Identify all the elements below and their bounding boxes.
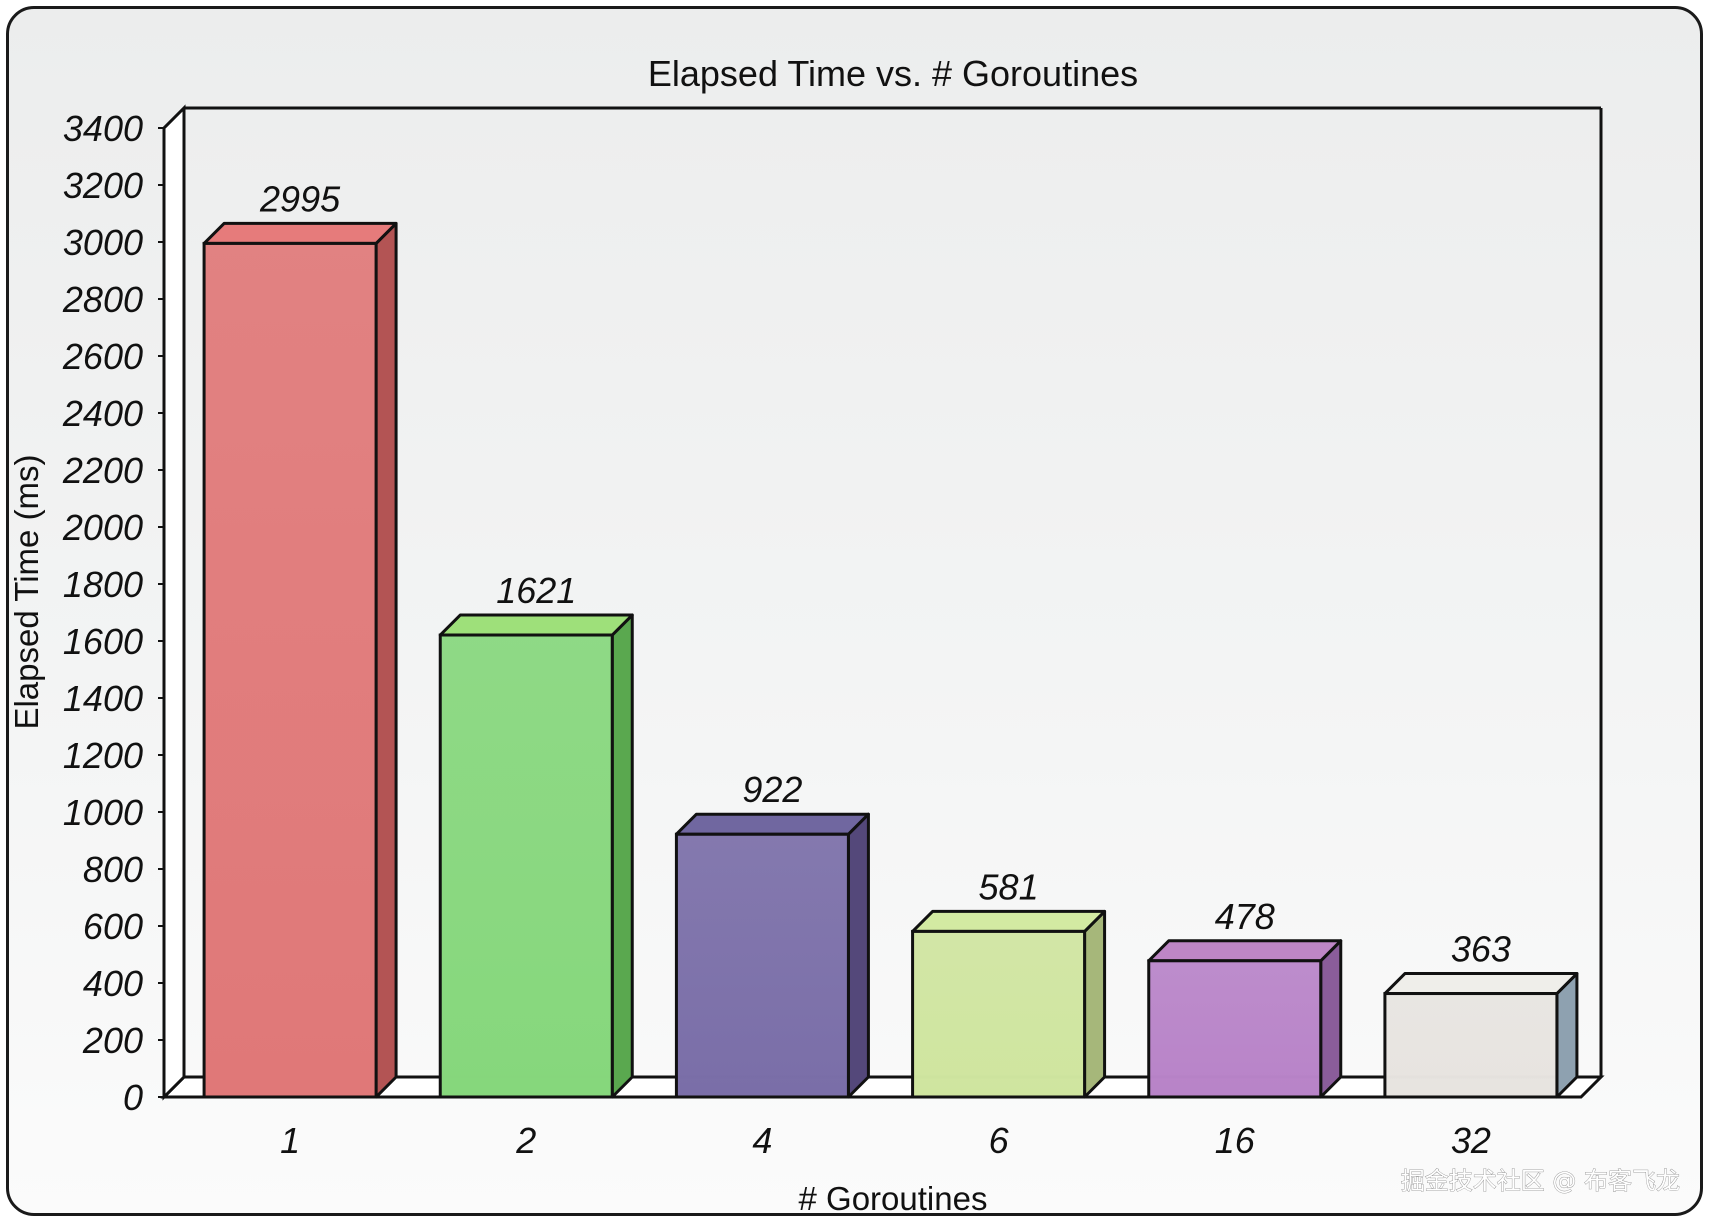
x-tick-label: 16 [1215, 1120, 1256, 1161]
y-tick-label: 2200 [62, 450, 143, 491]
y-tick-label: 1800 [63, 564, 143, 605]
bar-side [610, 613, 634, 1099]
y-axis-ticks: 0 200 400 600 800 1000 1200 1400 1600 1800 2000 220… [62, 108, 164, 1118]
y-tick-label: 2800 [62, 279, 143, 320]
x-tick-label: 2 [515, 1120, 536, 1161]
y-axis-label: Elapsed Time (ms) [8, 454, 45, 729]
bar-front [674, 832, 850, 1099]
bar-value-label: 478 [1215, 896, 1275, 937]
bar-front [1383, 992, 1559, 1099]
y-tick-label: 0 [123, 1077, 143, 1118]
bar-1: 2995 [202, 178, 398, 1099]
watermark-text: 掘金技术社区 @ 布客飞龙 [1401, 1167, 1680, 1195]
x-axis-ticks: 1 2 4 6 16 32 [280, 1120, 1491, 1161]
bar-4: 922 [674, 769, 870, 1099]
y-tick-label: 3200 [63, 165, 143, 206]
y-tick-label: 1000 [63, 792, 143, 833]
bar-top [202, 221, 398, 245]
x-tick-label: 4 [752, 1120, 772, 1161]
bars: 2995 1621 922 581 478 363 [202, 178, 1579, 1099]
bar-top [911, 909, 1107, 933]
bar-top [1383, 972, 1579, 996]
y-tick-label: 400 [83, 963, 143, 1004]
bar-side [1319, 939, 1343, 1099]
bar-side [846, 812, 870, 1099]
y-tick-label: 200 [82, 1020, 143, 1061]
plot-left-wall [162, 104, 186, 1101]
bar-side [374, 221, 398, 1099]
bar-top [674, 812, 870, 836]
bar-front [1147, 959, 1323, 1099]
y-tick-label: 1400 [63, 678, 143, 719]
bar-front [911, 929, 1087, 1099]
bar-side [1083, 909, 1107, 1099]
y-tick-label: 1200 [63, 735, 143, 776]
bar-top [1147, 939, 1343, 963]
y-tick-label: 800 [83, 849, 143, 890]
bar-16: 478 [1147, 896, 1343, 1099]
bar-front [438, 633, 614, 1099]
y-tick-label: 2000 [62, 507, 143, 548]
bar-value-label: 2995 [259, 178, 341, 219]
y-tick-label: 3000 [63, 222, 143, 263]
x-tick-label: 6 [989, 1120, 1010, 1161]
bar-value-label: 363 [1451, 929, 1511, 970]
bar-2: 1621 [438, 570, 634, 1099]
bar-6: 581 [911, 866, 1107, 1099]
x-axis-label: # Goroutines [799, 1180, 988, 1217]
y-tick-label: 2400 [62, 393, 143, 434]
bar-32: 363 [1383, 929, 1579, 1099]
bar-front [202, 241, 378, 1099]
bar-top [438, 613, 634, 637]
x-tick-label: 32 [1451, 1120, 1491, 1161]
y-tick-label: 2600 [62, 336, 143, 377]
y-tick-label: 600 [83, 906, 143, 947]
bar-value-label: 922 [742, 769, 802, 810]
x-tick-label: 1 [280, 1120, 300, 1161]
chart-title: Elapsed Time vs. # Goroutines [648, 53, 1138, 94]
y-tick-label: 3400 [63, 108, 143, 149]
y-tick-label: 1600 [63, 621, 143, 662]
bar-value-label: 581 [979, 866, 1039, 907]
bar-value-label: 1621 [496, 570, 576, 611]
